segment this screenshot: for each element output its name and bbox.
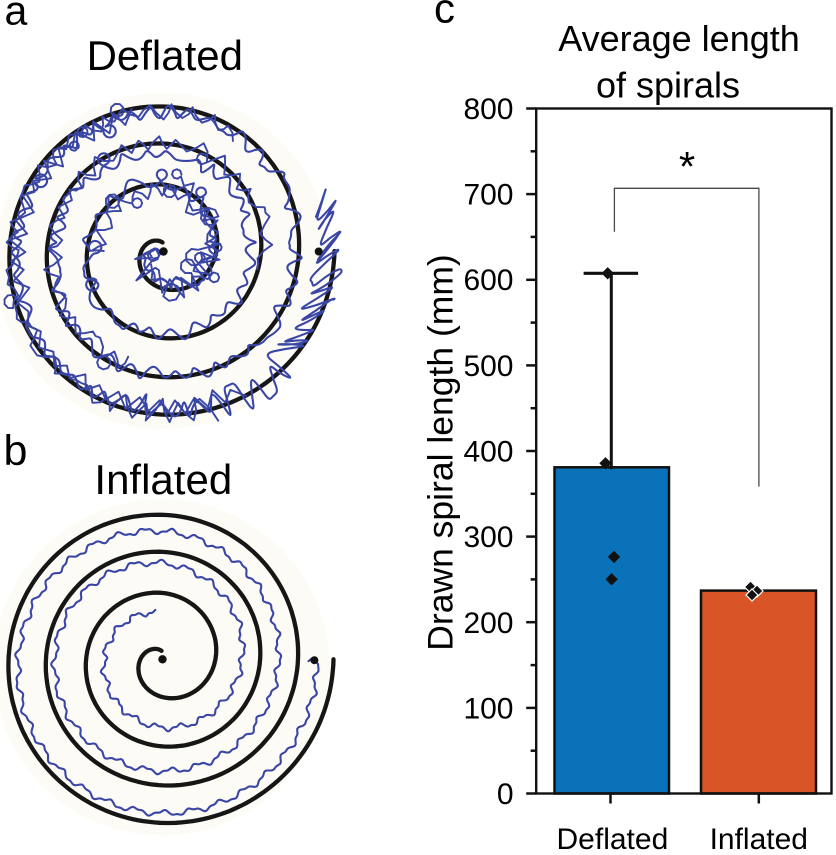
svg-text:700: 700 bbox=[463, 179, 513, 212]
svg-text:b: b bbox=[4, 427, 28, 475]
svg-text:of spirals: of spirals bbox=[596, 65, 740, 106]
svg-text:Deflated: Deflated bbox=[87, 32, 243, 79]
svg-text:100: 100 bbox=[463, 692, 513, 725]
svg-text:*: * bbox=[679, 143, 695, 190]
svg-text:c: c bbox=[434, 0, 455, 32]
svg-text:Drawn spiral length (mm): Drawn spiral length (mm) bbox=[421, 254, 461, 651]
svg-text:a: a bbox=[5, 0, 28, 34]
svg-text:800: 800 bbox=[463, 93, 513, 126]
svg-text:200: 200 bbox=[463, 607, 513, 640]
svg-text:300: 300 bbox=[463, 521, 513, 554]
svg-text:500: 500 bbox=[463, 350, 513, 383]
svg-text:Inflated: Inflated bbox=[710, 823, 808, 850]
svg-text:0: 0 bbox=[497, 778, 514, 811]
svg-text:400: 400 bbox=[463, 436, 513, 469]
svg-text:Average length: Average length bbox=[558, 18, 800, 59]
svg-text:Deflated: Deflated bbox=[557, 823, 669, 850]
svg-text:Inflated: Inflated bbox=[94, 456, 232, 503]
svg-text:600: 600 bbox=[463, 264, 513, 297]
